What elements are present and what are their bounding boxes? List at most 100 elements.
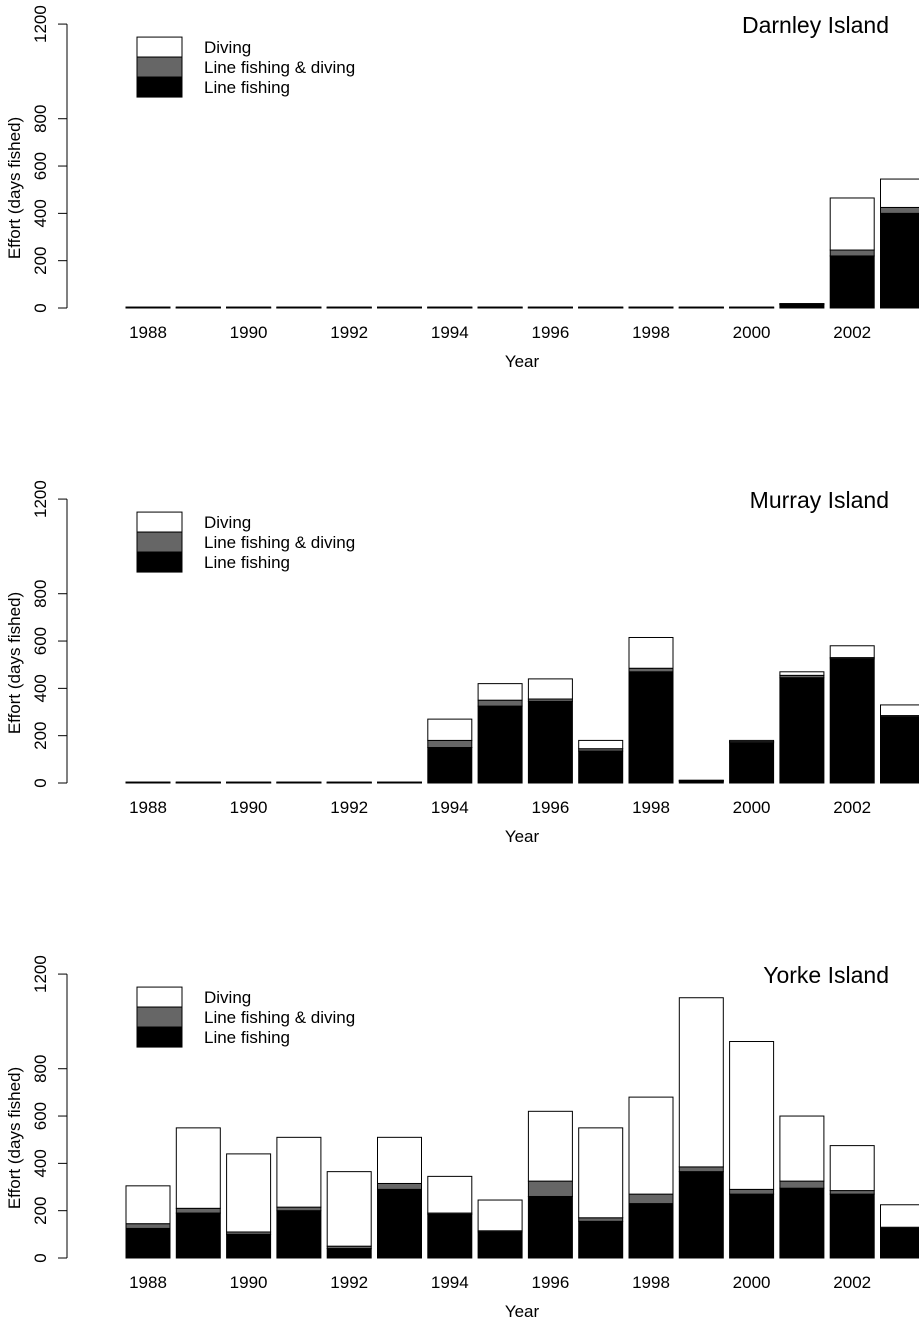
bar-1988-diving [125, 1185, 171, 1225]
x-tick-label: 1996 [531, 323, 569, 342]
y-tick-label: 1200 [31, 955, 50, 993]
bar-2003-line-fishing-diving [880, 206, 919, 214]
bar-1991-diving [276, 306, 322, 309]
x-tick-label: 1988 [129, 798, 167, 817]
bar-1998-line-fishing-diving [628, 1193, 674, 1205]
bar-2002-diving [829, 197, 875, 251]
bar-1990-line-fishing [226, 1233, 272, 1259]
bar-2000-diving [729, 739, 775, 743]
legend-swatch-line-fishing [136, 76, 183, 98]
bar-2002-line-fishing [829, 255, 875, 309]
bar-2002-line-fishing [829, 1193, 875, 1259]
bar-1995-diving [477, 306, 523, 309]
y-tick-label: 800 [31, 1055, 50, 1083]
x-tick-label: 1992 [330, 323, 368, 342]
bar-2001-diving [779, 671, 825, 676]
x-tick-label: 1996 [531, 798, 569, 817]
x-axis-label: Year [505, 352, 540, 371]
bar-2002-line-fishing [829, 658, 875, 784]
bar-1994-line-fishing [427, 1213, 473, 1259]
x-tick-label: 1994 [431, 798, 469, 817]
y-tick-label: 600 [31, 627, 50, 655]
bar-1998-line-fishing [628, 671, 674, 784]
bar-1995-line-fishing [477, 705, 523, 784]
bar-1991-diving [276, 1136, 322, 1208]
bar-2003-diving [880, 704, 919, 717]
bar-2002-diving [829, 645, 875, 659]
x-axis-label: Year [505, 1302, 540, 1318]
bar-1999-diving [678, 306, 724, 309]
y-axis-label: Effort (days fished) [5, 117, 24, 259]
y-tick-label: 600 [31, 152, 50, 180]
x-tick-label: 2002 [833, 798, 871, 817]
panel-title: Murray Island [750, 487, 889, 513]
bar-1994-diving [427, 306, 473, 309]
bar-1993-diving [377, 1136, 422, 1184]
legend-swatch-line-fishing [136, 551, 183, 573]
bar-1999-diving [678, 779, 724, 782]
x-tick-label: 1998 [632, 1273, 670, 1292]
x-tick-label: 2002 [833, 323, 871, 342]
bar-2002-diving [829, 1145, 875, 1192]
bar-1989-line-fishing-diving [175, 1207, 221, 1214]
bar-2001-line-fishing [779, 303, 825, 309]
bar-2000-line-fishing-diving [729, 1188, 775, 1195]
bar-2003-line-fishing [880, 212, 919, 309]
bar-1998-diving [628, 636, 674, 669]
bar-1990-diving [226, 306, 272, 309]
bar-1996-line-fishing-diving [527, 1180, 573, 1197]
bar-2000-diving [729, 1041, 775, 1190]
x-tick-label: 1992 [330, 798, 368, 817]
bar-1998-line-fishing [628, 1203, 674, 1259]
bar-1998-diving [628, 1096, 674, 1195]
x-tick-label: 2000 [733, 323, 771, 342]
bar-1997-line-fishing-diving [578, 1217, 624, 1222]
bar-1990-diving [226, 1153, 272, 1233]
bar-1993-line-fishing [377, 1188, 422, 1259]
bar-1988-diving [125, 781, 171, 784]
legend-label-diving: Diving [204, 38, 251, 57]
bar-1988-line-fishing [125, 1227, 171, 1259]
bar-1996-diving [527, 1110, 573, 1182]
y-tick-label: 200 [31, 721, 50, 749]
bar-2001-line-fishing [779, 677, 825, 784]
y-tick-label: 0 [31, 778, 50, 787]
bar-2000-line-fishing [729, 742, 775, 784]
legend-swatch-diving [136, 36, 183, 58]
x-tick-label: 1996 [531, 1273, 569, 1292]
x-tick-label: 1990 [230, 798, 268, 817]
x-tick-label: 1988 [129, 1273, 167, 1292]
y-tick-label: 200 [31, 1196, 50, 1224]
x-tick-label: 1998 [632, 798, 670, 817]
bar-1997-line-fishing [578, 750, 624, 784]
y-tick-label: 200 [31, 246, 50, 274]
bar-1998-line-fishing-diving [628, 667, 674, 673]
panel-title: Darnley Island [742, 12, 889, 38]
bar-1988-line-fishing-diving [125, 1223, 171, 1229]
panel-yorke-island: 0 200 400 600 800 1200 Effort (days fished) 198… [5, 955, 919, 1318]
bar-2001-line-fishing-diving [779, 1180, 825, 1189]
bar-1994-diving [427, 1175, 473, 1214]
legend-label-line-fishing-diving: Line fishing & diving [204, 533, 355, 552]
bar-1991-diving [276, 781, 322, 784]
legend-label-line-fishing: Line fishing [204, 78, 290, 97]
bar-1996-line-fishing [527, 700, 573, 784]
x-tick-label: 1998 [632, 323, 670, 342]
y-tick-label: 0 [31, 303, 50, 312]
x-tick-label: 1990 [230, 323, 268, 342]
legend-swatch-diving [136, 986, 183, 1008]
y-axis-label: Effort (days fished) [5, 1067, 24, 1209]
panel-title: Yorke Island [763, 962, 889, 988]
panel-darnley-island: 0 200 400 600 800 1200 Effort (days fished) 198… [5, 5, 919, 371]
x-tick-label: 2000 [733, 1273, 771, 1292]
legend-swatch-line-fishing-diving [136, 531, 183, 553]
bar-1989-diving [175, 306, 221, 309]
y-tick-label: 400 [31, 674, 50, 702]
x-tick-label: 2000 [733, 798, 771, 817]
bar-2002-line-fishing-diving [829, 1190, 875, 1195]
legend-swatch-line-fishing-diving [136, 56, 183, 78]
bar-1997-diving [578, 306, 624, 309]
bar-1999-diving [678, 997, 724, 1168]
bar-1997-line-fishing [578, 1220, 624, 1259]
